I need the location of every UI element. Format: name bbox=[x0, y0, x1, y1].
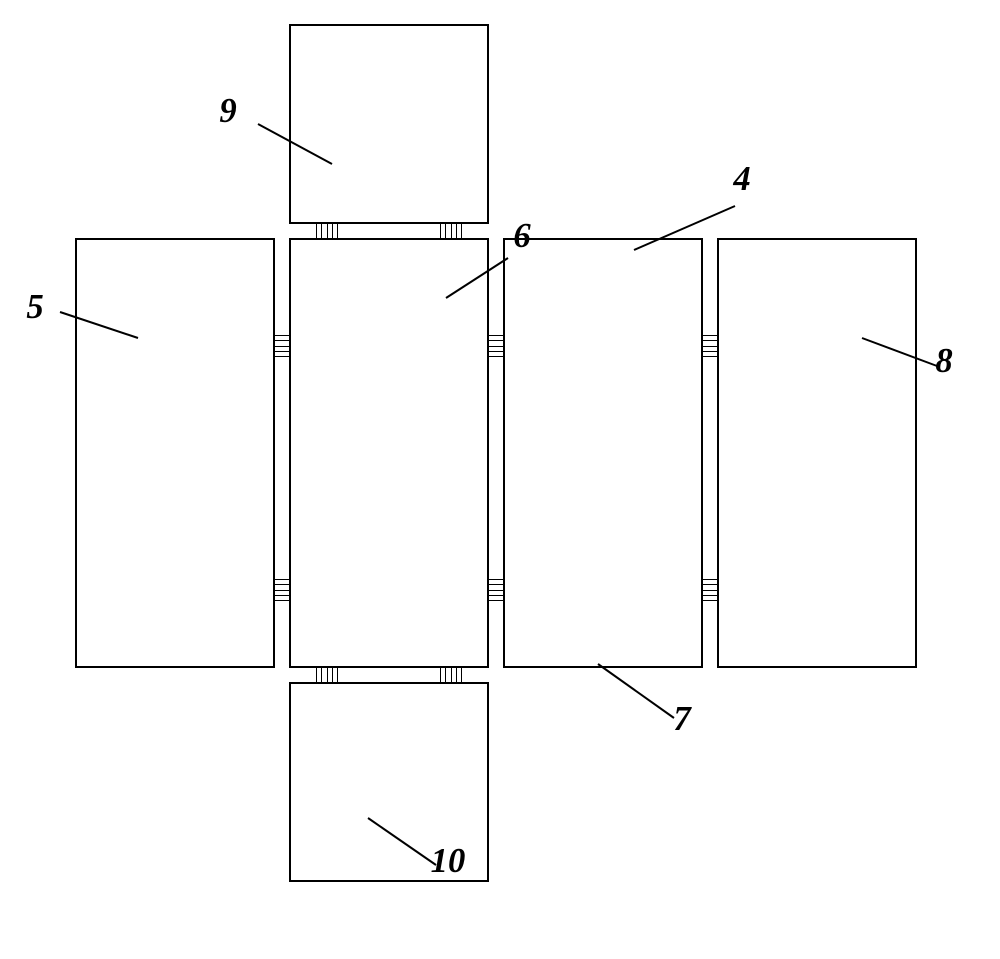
callout-label-5: 5 bbox=[15, 290, 55, 325]
panel-9 bbox=[289, 24, 489, 224]
hinge bbox=[440, 224, 462, 238]
hinge bbox=[703, 335, 717, 357]
panel-5 bbox=[75, 238, 275, 668]
hinge bbox=[316, 668, 338, 682]
callout-label-7: 7 bbox=[662, 702, 702, 737]
callout-label-6: 6 bbox=[502, 219, 542, 254]
panel-7 bbox=[503, 238, 703, 668]
callout-label-10: 10 bbox=[428, 844, 468, 879]
hinge bbox=[489, 335, 503, 357]
panel-8 bbox=[717, 238, 917, 668]
callout-label-9: 9 bbox=[208, 94, 248, 129]
hinge bbox=[316, 224, 338, 238]
panel-6 bbox=[289, 238, 489, 668]
hinge bbox=[440, 668, 462, 682]
hinge bbox=[275, 579, 289, 601]
callout-label-4: 4 bbox=[722, 162, 762, 197]
hinge bbox=[489, 579, 503, 601]
callout-label-8: 8 bbox=[924, 344, 964, 379]
hinge bbox=[275, 335, 289, 357]
figure-stage: 9 4 6 5 8 7 10 bbox=[0, 0, 1000, 959]
hinge bbox=[703, 579, 717, 601]
